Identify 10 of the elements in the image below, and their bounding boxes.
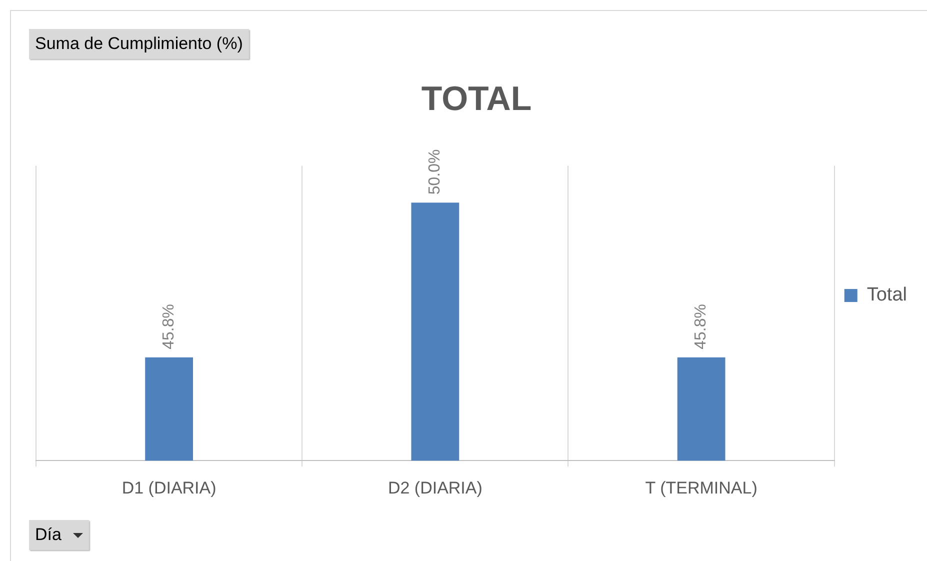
data-label: 45.8% [692, 304, 710, 350]
x-tick-label: D1 (DIARIA) [122, 478, 216, 498]
text: Suma de Cumplimiento (%) [35, 34, 243, 53]
text: Día [35, 525, 62, 544]
legend-label: Total [866, 284, 908, 306]
data-label: 50.0% [426, 149, 444, 195]
chart-title: TOTAL [421, 80, 532, 118]
x-tick-label: D2 (DIARIA) [388, 478, 482, 498]
data-label: 45.8% [160, 304, 178, 350]
x-tick-label: T (TERMINAL) [645, 478, 758, 498]
